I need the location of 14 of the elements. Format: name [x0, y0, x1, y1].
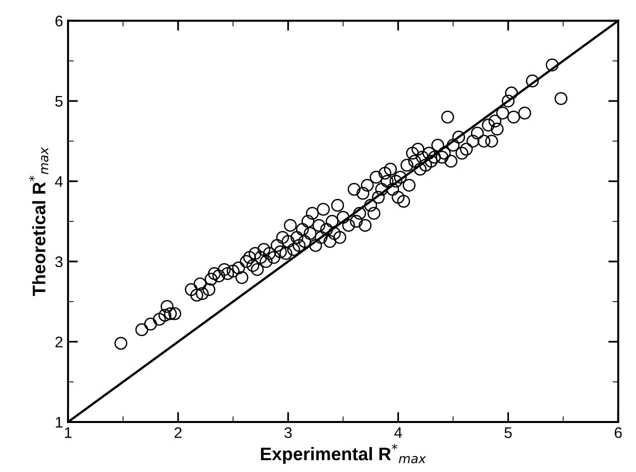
y-tick-label: 2: [55, 336, 62, 348]
x-tick-label: 4: [394, 427, 402, 438]
y-tick-label: 4: [55, 176, 63, 187]
y-tick-label: 6: [55, 16, 63, 26]
y-tick-label: 5: [55, 96, 63, 107]
y-axis-title: Theoretical R$^{*}$$_{max}$: [28, 147, 48, 296]
x-tick-label: 1: [64, 427, 72, 438]
x-tick-label: 2: [174, 427, 182, 438]
x-tick-label: 6: [614, 427, 622, 438]
x-tick-label: 5: [504, 427, 512, 438]
y-tick-label: 1: [56, 416, 62, 428]
x-tick-label: 3: [284, 427, 292, 438]
x-axis-title: Experimental R$^{*}$$_{max}$: [261, 444, 426, 464]
y-tick-label: 3: [55, 256, 63, 268]
